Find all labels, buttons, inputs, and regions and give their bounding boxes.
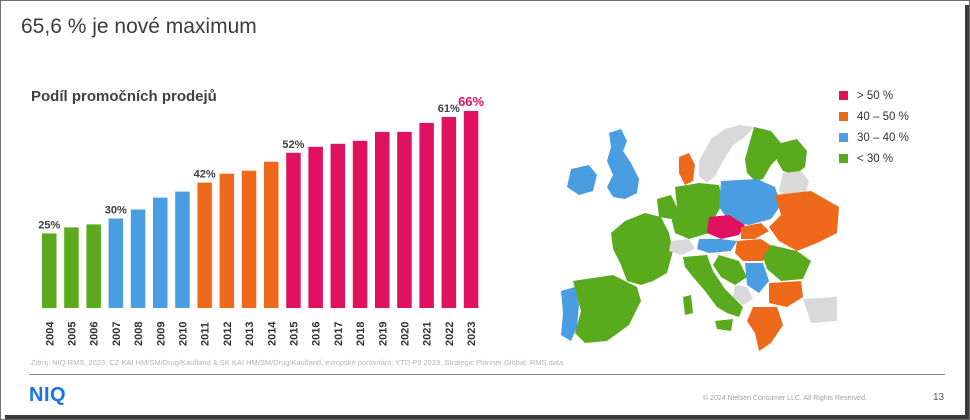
slide-shadow bbox=[5, 415, 969, 419]
map-region-austria bbox=[697, 239, 737, 253]
source-note: Zdroj: NIQ RMS, 2023, CZ KAI HM/SM/Drug/… bbox=[31, 358, 564, 367]
x-tick-label: 2015 bbox=[288, 322, 300, 346]
bar-2017 bbox=[330, 143, 346, 308]
map-region-hungary bbox=[735, 239, 773, 261]
bar-2010 bbox=[175, 191, 190, 308]
x-tick-label: 2017 bbox=[333, 322, 345, 346]
map-region-serbia bbox=[745, 263, 769, 293]
x-tick-label: 2005 bbox=[67, 322, 79, 346]
x-tick-label: 2004 bbox=[44, 321, 56, 346]
x-tick-label: 2021 bbox=[422, 322, 434, 346]
x-tick-label: 2018 bbox=[355, 322, 367, 346]
legend-item: < 30 % bbox=[839, 148, 909, 169]
legend-swatch bbox=[839, 112, 848, 121]
chart-title: Podíl promočních prodejů bbox=[31, 88, 217, 105]
headline: 65,6 % je nové maximum bbox=[21, 15, 257, 38]
map-region-uk bbox=[607, 129, 639, 199]
map-region-bosnia bbox=[733, 285, 753, 305]
bar-2005 bbox=[64, 227, 79, 308]
map-region-poland bbox=[719, 179, 781, 225]
map-region-greece bbox=[747, 307, 783, 351]
legend-item: > 50 % bbox=[839, 85, 909, 106]
map-region-ukraine bbox=[769, 191, 839, 251]
map-region-slovakia bbox=[741, 223, 769, 239]
legend-label: > 50 % bbox=[857, 89, 894, 102]
bar-2015 bbox=[286, 152, 301, 308]
x-tick-label: 2007 bbox=[111, 322, 123, 346]
map-region-italy bbox=[683, 255, 743, 317]
map-region-benelux bbox=[657, 195, 677, 219]
niq-logo: NIQ bbox=[29, 384, 67, 406]
map-region-spain bbox=[573, 275, 641, 343]
map-region-sicily bbox=[715, 319, 733, 331]
bar-2007 bbox=[108, 218, 124, 308]
data-label: 25% bbox=[38, 219, 60, 231]
map-region-turkey bbox=[803, 297, 837, 323]
legend-label: 40 – 50 % bbox=[857, 110, 909, 123]
map-region-switzerland bbox=[669, 239, 695, 255]
legend-swatch bbox=[839, 133, 848, 142]
map-region-denmark bbox=[679, 153, 695, 185]
data-label: 52% bbox=[282, 139, 304, 151]
map-region-sweden bbox=[745, 127, 781, 181]
bar-2018 bbox=[352, 140, 368, 308]
bar-2020 bbox=[397, 131, 412, 308]
map-region-czechia bbox=[707, 215, 745, 239]
x-tick-label: 2013 bbox=[244, 322, 256, 346]
map-region-norway bbox=[699, 125, 754, 183]
map-region-bulgaria bbox=[769, 281, 803, 307]
x-tick-label: 2006 bbox=[89, 322, 101, 346]
legend-swatch bbox=[839, 91, 848, 100]
bar-2004 bbox=[42, 233, 57, 308]
x-tick-label: 2016 bbox=[311, 322, 323, 346]
x-tick-label: 2011 bbox=[200, 322, 212, 346]
map-region-sardinia bbox=[683, 295, 693, 315]
europe-map bbox=[561, 125, 839, 351]
bar-2023 bbox=[463, 111, 479, 308]
page-number: 13 bbox=[933, 392, 945, 403]
map-region-france bbox=[611, 213, 673, 285]
map-region-romania bbox=[763, 245, 811, 281]
map-region-ireland bbox=[567, 165, 597, 195]
bar-2011 bbox=[197, 182, 212, 308]
bar-2013 bbox=[241, 170, 257, 308]
slide-shadow bbox=[965, 5, 969, 419]
data-label: 61% bbox=[438, 103, 460, 115]
legend-item: 40 – 50 % bbox=[839, 106, 909, 127]
bar-2021 bbox=[419, 122, 434, 309]
bar-chart: 2004 25% 2005 2006 2007 30% 2008 2009 2010 2011 42… bbox=[38, 94, 484, 346]
map-region-portugal bbox=[561, 287, 579, 341]
map-region-finland bbox=[777, 139, 807, 175]
map-region-slovenia-croatia bbox=[713, 255, 747, 285]
legend-swatch bbox=[839, 154, 848, 163]
bar-2022 bbox=[441, 117, 457, 308]
x-tick-label: 2009 bbox=[155, 322, 167, 346]
bar-2016 bbox=[308, 146, 323, 308]
bar-2019 bbox=[375, 131, 390, 308]
bar-2012 bbox=[219, 173, 235, 308]
bar-2014 bbox=[264, 161, 279, 308]
legend-label: 30 – 40 % bbox=[857, 131, 909, 144]
x-tick-label: 2012 bbox=[222, 322, 234, 346]
x-tick-label: 2010 bbox=[177, 322, 189, 346]
data-label: 42% bbox=[194, 169, 216, 181]
x-tick-label: 2008 bbox=[133, 322, 145, 346]
x-tick-label: 2022 bbox=[444, 322, 456, 346]
bar-2009 bbox=[153, 197, 168, 308]
map-region-baltics bbox=[779, 171, 809, 199]
legend-label: < 30 % bbox=[857, 152, 894, 165]
footer-divider bbox=[29, 374, 945, 375]
map-legend: > 50 % 40 – 50 % 30 – 40 % < 30 % bbox=[839, 85, 909, 169]
x-tick-label: 2014 bbox=[266, 321, 278, 346]
copyright: © 2024 Nielsen Consumer LLC. All Rights … bbox=[703, 395, 867, 402]
bar-2008 bbox=[130, 209, 146, 308]
data-label: 66% bbox=[458, 94, 484, 109]
x-tick-label: 2020 bbox=[399, 322, 411, 346]
bar-2006 bbox=[86, 224, 101, 308]
data-label: 30% bbox=[105, 205, 127, 217]
legend-item: 30 – 40 % bbox=[839, 127, 909, 148]
x-tick-label: 2019 bbox=[377, 322, 389, 346]
x-tick-label: 2023 bbox=[466, 322, 478, 346]
